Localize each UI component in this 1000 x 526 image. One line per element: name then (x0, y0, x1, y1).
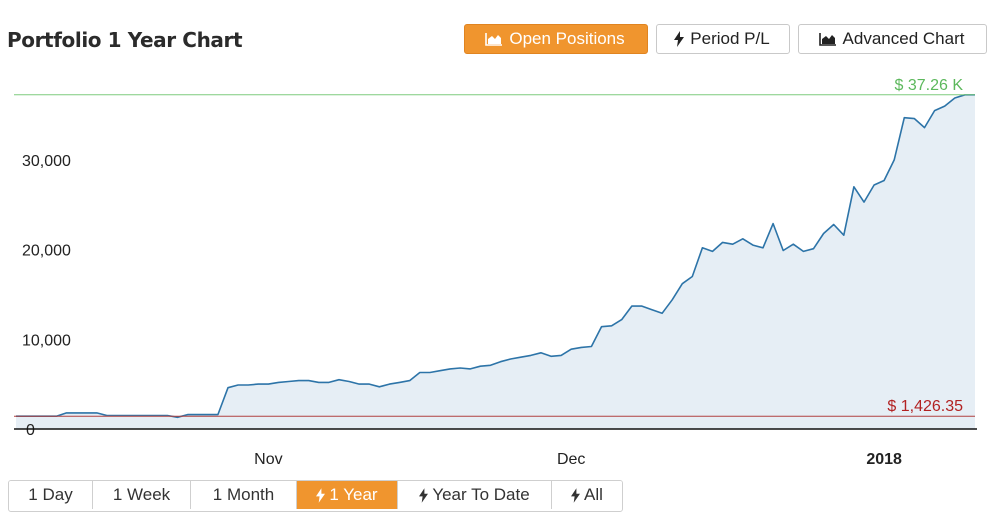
range-label: 1 Month (212, 485, 275, 504)
period-pl-label: Period P/L (690, 29, 770, 48)
bolt-icon (571, 487, 581, 503)
advanced-chart-label: Advanced Chart (842, 29, 965, 48)
bolt-icon (419, 487, 429, 503)
range-1-month-button[interactable]: 1 Month (191, 481, 297, 509)
chart-title: Portfolio 1 Year Chart (7, 28, 243, 52)
x-tick-label: 2018 (866, 451, 902, 468)
y-tick-label: 0 (26, 422, 35, 439)
area-chart-icon (818, 33, 836, 46)
open-positions-label: Open Positions (509, 29, 625, 48)
range-1-day-button[interactable]: 1 Day (9, 481, 93, 509)
range-1-year-button[interactable]: 1 Year (297, 481, 398, 509)
portfolio-area-chart: $ 37.26 K $ 1,426.35 0 10,000 20,000 30,000 No… (14, 77, 977, 468)
bolt-icon (316, 487, 326, 503)
area-chart-icon (485, 33, 503, 46)
range-label: 1 Year (329, 485, 378, 504)
series-area (16, 94, 975, 430)
time-range-selector: 1 Day 1 Week 1 Month 1 Year Year To Date… (8, 480, 623, 512)
max-value-label: $ 37.26 K (895, 77, 964, 94)
y-tick-label: 20,000 (22, 243, 71, 260)
range-label: Year To Date (432, 485, 530, 504)
x-tick-label: Nov (254, 451, 282, 468)
range-all-button[interactable]: All (552, 481, 622, 509)
chart-mode-toolbar: Open Positions Period P/L Advanced Chart (464, 24, 987, 54)
min-value-label: $ 1,426.35 (887, 398, 963, 415)
open-positions-button[interactable]: Open Positions (464, 24, 648, 54)
range-year-to-date-button[interactable]: Year To Date (398, 481, 552, 509)
y-tick-label: 30,000 (22, 153, 71, 170)
range-label: 1 Week (112, 485, 171, 504)
advanced-chart-button[interactable]: Advanced Chart (798, 24, 987, 54)
period-pl-button[interactable]: Period P/L (656, 24, 790, 54)
range-label: 1 Day (28, 485, 73, 504)
bolt-icon (674, 31, 685, 47)
range-1-week-button[interactable]: 1 Week (93, 481, 191, 509)
x-tick-label: Dec (557, 451, 585, 468)
series-line (16, 94, 975, 419)
y-tick-label: 10,000 (22, 332, 71, 349)
range-label: All (584, 485, 603, 504)
